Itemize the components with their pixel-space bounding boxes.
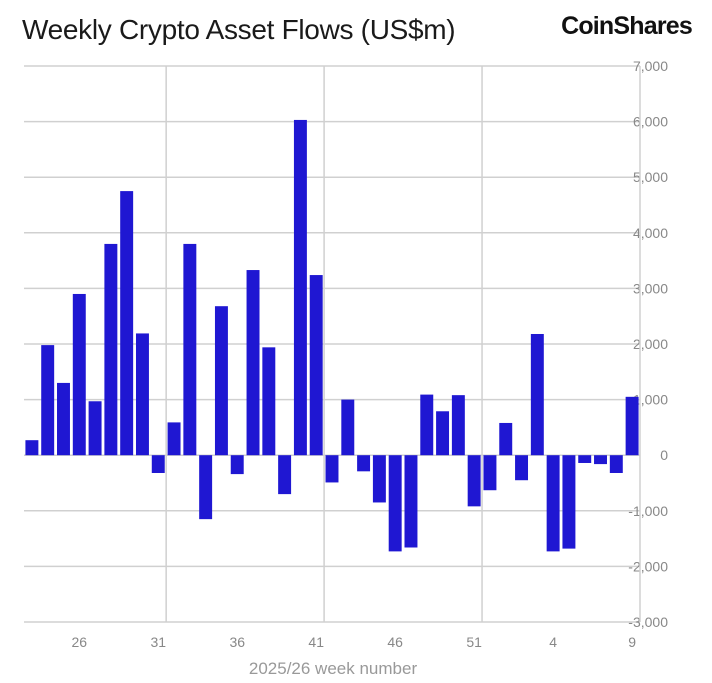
y-tick-label: -3,000	[628, 614, 668, 630]
bar-week-24	[41, 345, 55, 456]
bar-week-26	[72, 293, 86, 456]
x-tick-label: 46	[387, 634, 403, 650]
x-tick-label: 51	[466, 634, 482, 650]
bar-week-37	[246, 270, 260, 456]
y-tick-label: -1,000	[628, 503, 668, 519]
bar-week-43	[341, 399, 355, 456]
bar-week-27	[88, 401, 102, 456]
coinshares-logo: CoinShares	[561, 12, 693, 40]
y-tick-label: 5,000	[633, 169, 668, 185]
bar-week-36	[230, 455, 244, 475]
bar-week-44	[357, 455, 371, 472]
bar-week-29	[120, 191, 134, 456]
bar-week-51	[467, 455, 481, 507]
bar-week-2	[515, 455, 529, 481]
bar-week-42	[325, 455, 339, 483]
bar-week-41	[309, 275, 323, 456]
bar-week-46	[388, 455, 402, 552]
chart-title: Weekly Crypto Asset Flows (US$m)	[22, 14, 456, 45]
bar-week-5	[562, 455, 576, 549]
bar-week-7	[594, 455, 607, 465]
y-tick-label: 4,000	[633, 225, 668, 241]
x-axis-title: 2025/26 week number	[249, 659, 418, 678]
bar-week-40	[293, 119, 307, 456]
bar-week-32	[167, 422, 181, 456]
bar-week-45	[372, 455, 386, 503]
bar-week-39	[278, 455, 292, 495]
bar-week-49	[436, 411, 450, 456]
y-tick-label: 0	[660, 447, 668, 463]
bar-week-52	[483, 455, 497, 491]
bar-week-23	[25, 440, 39, 456]
bar-week-50	[451, 395, 465, 456]
bar-week-25	[57, 382, 70, 456]
bar-week-6	[578, 455, 592, 463]
x-tick-label: 41	[308, 634, 324, 650]
bar-week-33	[183, 243, 197, 456]
bar-week-4	[546, 455, 560, 552]
x-tick-label: 36	[229, 634, 245, 650]
x-tick-label: 31	[150, 634, 166, 650]
x-tick-label: 4	[549, 634, 557, 650]
y-tick-label: 1,000	[633, 392, 668, 408]
x-tick-label: 9	[628, 634, 636, 650]
bar-week-48	[420, 394, 434, 456]
y-tick-label: -2,000	[628, 558, 668, 574]
y-tick-label: 2,000	[633, 336, 668, 352]
bar-week-3	[530, 333, 544, 456]
bar-week-1	[499, 422, 513, 456]
bar-week-8	[609, 455, 623, 473]
bar-week-30	[135, 333, 149, 456]
bar-week-28	[104, 243, 118, 456]
bar-week-38	[262, 347, 276, 456]
bar-week-34	[199, 455, 213, 520]
bar-week-9	[625, 396, 639, 456]
y-tick-label: 3,000	[633, 280, 668, 296]
bar-week-35	[214, 306, 228, 456]
y-tick-label: 6,000	[633, 114, 668, 130]
y-tick-label: 7,000	[633, 58, 668, 74]
bar-week-31	[151, 455, 165, 473]
bar-week-47	[404, 455, 418, 548]
x-tick-label: 26	[71, 634, 87, 650]
